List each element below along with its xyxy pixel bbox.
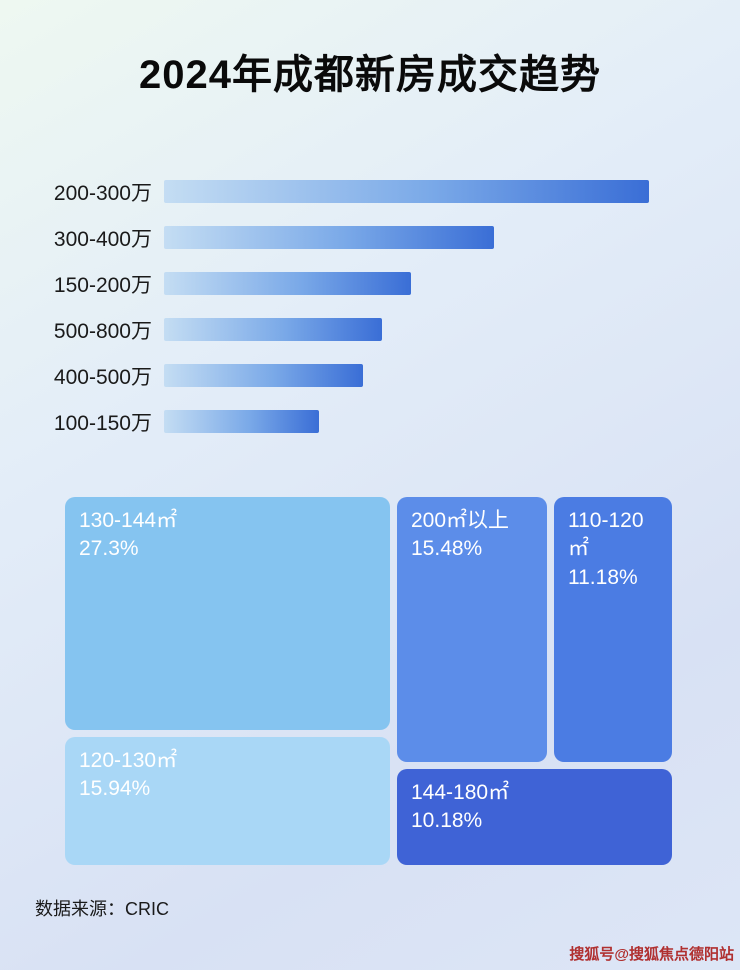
block-label: 200㎡以上 (411, 509, 510, 532)
page-title: 2024年成都新房成交趋势 (139, 53, 601, 97)
bar-100-150 (164, 410, 319, 433)
block-value: 10.18% (411, 809, 483, 833)
bar-row: 200-300万 (0, 180, 740, 205)
block-label: 130-144㎡ (79, 509, 178, 532)
bar-150-200 (164, 272, 411, 295)
data-source-label: 数据来源：CRIC (35, 899, 169, 919)
block-value: 15.94% (79, 777, 151, 801)
bar-400-500 (164, 364, 363, 387)
bar-row: 300-400万 (0, 226, 740, 251)
bar-label: 200-300万 (53, 181, 152, 205)
bar-row: 100-150万 (0, 410, 740, 435)
block-label: 144-180㎡ (411, 781, 510, 804)
bar-label: 150-200万 (53, 273, 152, 297)
treemap-block-200-plus: 200㎡以上 15.48% (397, 497, 547, 762)
bar-label: 400-500万 (53, 365, 152, 389)
block-value: 11.18% (568, 565, 638, 589)
bar-500-800 (164, 318, 382, 341)
treemap-block-110-120: 110-120㎡ 11.18% (554, 497, 672, 762)
bar-row: 150-200万 (0, 272, 740, 297)
treemap-block-130-144: 130-144㎡ 27.3% (65, 497, 390, 730)
block-label: 110-120㎡ (568, 509, 644, 561)
treemap-block-120-130: 120-130㎡ 15.94% (65, 737, 390, 865)
block-value: 15.48% (411, 537, 483, 561)
bar-row: 400-500万 (0, 364, 740, 389)
watermark-text: 搜狐号@搜狐焦点德阳站 (569, 946, 734, 963)
bar-label: 300-400万 (53, 227, 152, 251)
block-label: 120-130㎡ (79, 749, 178, 772)
treemap-block-144-180: 144-180㎡ 10.18% (397, 769, 672, 865)
bar-label: 100-150万 (53, 411, 152, 435)
bar-row: 500-800万 (0, 318, 740, 343)
block-value: 27.3% (79, 537, 139, 561)
price-band-bar-chart: 200-300万 300-400万 150-200万 500-800万 400-… (0, 180, 740, 456)
bar-300-400 (164, 226, 494, 249)
area-share-treemap: 130-144㎡ 27.3% 200㎡以上 15.48% 110-120㎡ 11… (65, 497, 672, 865)
bar-200-300 (164, 180, 649, 203)
bar-label: 500-800万 (53, 319, 152, 343)
